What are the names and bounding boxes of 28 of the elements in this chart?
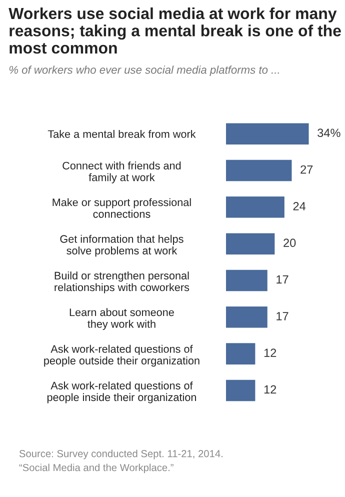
- bar: [226, 123, 309, 144]
- bar: [226, 233, 275, 254]
- data-label: 17: [276, 275, 288, 284]
- text: “Social Media and the Workplace.”: [19, 464, 174, 474]
- chart-title: Workers use social media at work for many reasons; taking a mental break is one of the most common: [8, 7, 341, 54]
- data-label: 12: [264, 348, 276, 357]
- y-tick-label: Get information that helps solve problems at work: [60, 234, 184, 257]
- data-label: 34%: [318, 128, 340, 138]
- y-tick-label: Take a mental break from work: [48, 130, 196, 138]
- data-label: 24: [293, 202, 306, 210]
- y-tick-label: Connect with friends and family at work: [62, 162, 181, 184]
- y-tick-label: Learn about someone they work with: [70, 308, 174, 330]
- data-label: 27: [300, 165, 313, 174]
- data-label: 12: [264, 385, 276, 394]
- y-tick-label: Build or strengthen personal relationships with coworkers: [54, 272, 190, 294]
- chart-subtitle: % of workers who ever use social media platforms to ...: [9, 66, 279, 76]
- y-tick-label: Ask work-related questions of people inside their organization: [47, 381, 196, 404]
- y-tick-label: Ask work-related questions of people outside their organization: [44, 344, 200, 367]
- source-note: Source: Survey conducted Sept. 11-21, 2014.: [19, 450, 222, 460]
- data-label: 20: [284, 238, 296, 248]
- bar: [226, 270, 268, 292]
- y-tick-label: Make or support professional connections: [52, 198, 191, 218]
- bar: [226, 196, 284, 218]
- bar: [226, 380, 256, 402]
- bar: [226, 306, 268, 328]
- bar: [226, 160, 292, 182]
- data-label: 17: [276, 312, 288, 320]
- bar: [226, 343, 256, 364]
